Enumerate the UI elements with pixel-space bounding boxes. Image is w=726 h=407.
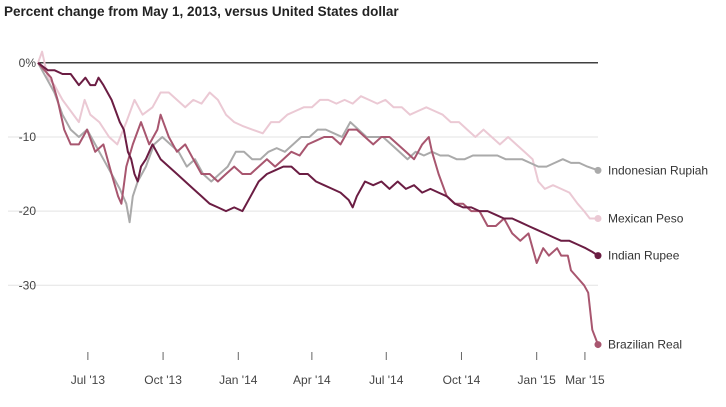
end-marker-mexican-peso [594,215,602,223]
y-tick-label: -10 [19,130,37,144]
series-lines [37,50,599,345]
y-tick-label: -30 [19,278,37,292]
legend-label-brazilian-real: Brazilian Real [608,338,682,352]
end-marker-brazilian-real [594,341,602,349]
legend-label-indian-rupee: Indian Rupee [608,249,680,263]
chart-title: Percent change from May 1, 2013, versus … [4,4,399,19]
y-axis-ticks: 0% -10 -20 -30 [19,56,37,292]
end-labels: Indonesian Rupiah Mexican Peso Indian Rupe… [594,163,708,352]
end-marker-indian-rupee [594,252,602,260]
series-line-brazilian-real [37,62,599,345]
x-tick-label: Oct '13 [144,373,182,387]
y-tick-label: 0% [19,56,37,70]
x-tick-label: Jan '15 [518,373,557,387]
series-line-indonesian-rupiah [37,62,599,224]
x-tick-label: Mar '15 [565,373,605,387]
x-tick-label: Jul '14 [369,373,404,387]
y-tick-label: -20 [19,204,37,218]
x-axis: Jul '13 Oct '13 Jan '14 Apr '14 Jul '14 Oct '… [71,352,605,387]
legend-label-mexican-peso: Mexican Peso [608,212,684,226]
x-tick-label: Jul '13 [71,373,106,387]
end-marker-indonesian-rupiah [594,166,602,174]
x-tick-label: Apr '14 [293,373,331,387]
legend-label-indonesian-rupiah: Indonesian Rupiah [608,163,708,177]
x-tick-label: Oct '14 [443,373,481,387]
x-tick-label: Jan '14 [219,373,258,387]
series-line-indian-rupee [37,62,599,257]
